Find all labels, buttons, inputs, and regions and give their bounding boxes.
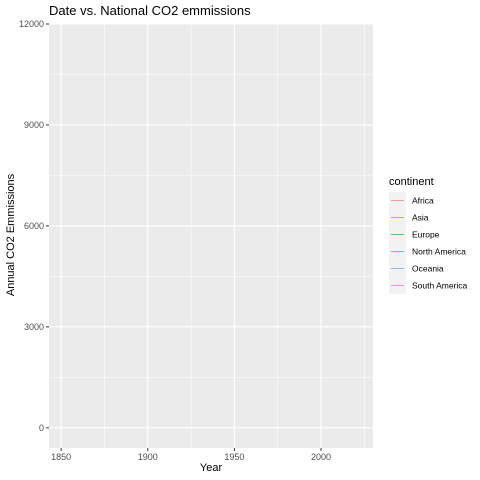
x-tick-label: 1850	[51, 452, 71, 462]
y-axis: 0 3000 6000 9000 12000	[19, 19, 49, 433]
legend-label: North America	[412, 247, 466, 257]
legend-label: Africa	[412, 196, 434, 206]
y-tick-label: 3000	[24, 322, 44, 332]
chart-title: Date vs. National CO2 emmissions	[49, 3, 251, 18]
legend-label: Asia	[412, 213, 429, 223]
x-axis-title: Year	[200, 462, 223, 474]
x-axis: 1850 1900 1950 2000	[51, 448, 331, 462]
legend-items: Africa Asia Europe North America Oceania Sout…	[389, 192, 468, 294]
plot-panel	[49, 24, 373, 448]
x-tick-label: 1950	[224, 452, 244, 462]
legend-label: Europe	[412, 230, 440, 240]
y-tick-label: 0	[39, 423, 44, 433]
y-tick-label: 9000	[24, 120, 44, 130]
legend-title: continent	[389, 176, 434, 188]
y-tick-label: 12000	[19, 19, 44, 29]
y-tick-label: 6000	[24, 221, 44, 231]
x-tick-label: 2000	[311, 452, 331, 462]
grid-lines	[49, 23, 373, 448]
legend-label: South America	[412, 281, 468, 291]
y-axis-title: Annual CO2 Emmissions	[5, 173, 17, 296]
legend: continent Africa Asia Europe North America O…	[389, 176, 468, 294]
legend-label: Oceania	[412, 264, 444, 274]
x-tick-label: 1900	[138, 452, 158, 462]
